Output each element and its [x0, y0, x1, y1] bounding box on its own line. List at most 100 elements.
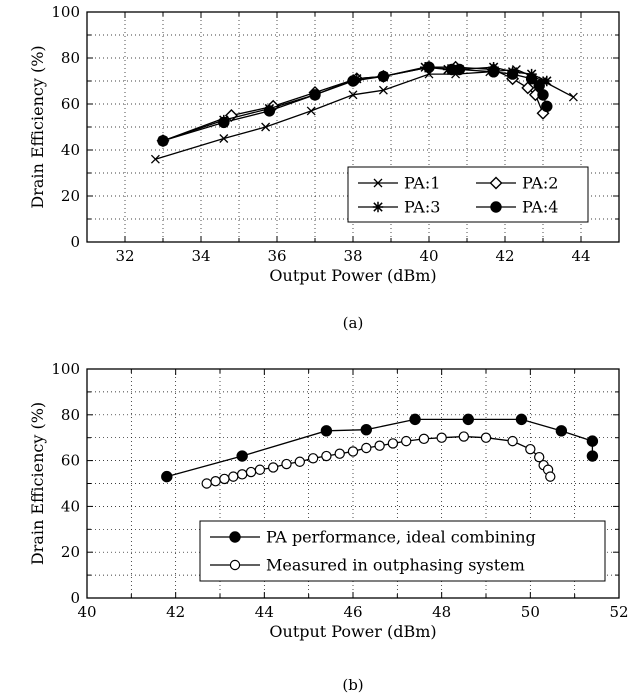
- data-point: [360, 423, 372, 436]
- data-point: [309, 89, 321, 101]
- data-point: [453, 63, 466, 76]
- chart-b: 40 42 44 46 48 50 52 0 20 40 60 80 100 Output Power (…: [28, 360, 629, 694]
- x-tick-label: 44: [255, 603, 274, 621]
- x-tick-label: 52: [609, 603, 628, 621]
- data-point: [236, 450, 248, 462]
- series-4: [157, 61, 553, 147]
- data-point: [348, 90, 358, 100]
- y-axis-label: Drain Efficiency (%): [28, 402, 47, 565]
- data-point: [236, 469, 248, 480]
- x-tick-label: 34: [191, 247, 210, 265]
- data-point: [361, 442, 372, 454]
- series-1: [161, 413, 599, 483]
- data-point: [541, 75, 552, 87]
- data-point: [423, 61, 435, 73]
- data-point: [219, 473, 230, 485]
- data-point: [387, 438, 399, 449]
- x-tick-label: 42: [495, 247, 514, 265]
- legend-box: [347, 166, 589, 223]
- data-point: [545, 471, 556, 482]
- x-tick-label: 46: [343, 603, 362, 621]
- data-point: [480, 432, 492, 443]
- series-1: [150, 65, 578, 164]
- data-point: [320, 425, 333, 437]
- data-point: [401, 435, 412, 447]
- series-2: [201, 431, 556, 489]
- axis-ticks: [86, 11, 620, 243]
- figure-caption: (b): [342, 676, 363, 694]
- series-line: [155, 68, 574, 160]
- y-tick-label: 60: [61, 452, 80, 470]
- legend-marker: [229, 559, 241, 571]
- y-tick-label: 80: [61, 406, 80, 424]
- data-point: [458, 431, 470, 442]
- y-tick-label: 60: [61, 95, 80, 113]
- data-point: [347, 75, 359, 87]
- plot-frame: [86, 368, 620, 599]
- legend-marker: [490, 201, 502, 213]
- data-point: [507, 435, 518, 447]
- y-tick-label: 0: [70, 589, 80, 607]
- x-tick-label: 32: [115, 247, 134, 265]
- data-point: [374, 440, 385, 451]
- data-point: [321, 450, 332, 462]
- legend-box: [199, 520, 606, 582]
- figure-caption: (a): [343, 314, 364, 332]
- x-tick-label: 42: [166, 603, 185, 621]
- y-tick-label: 100: [51, 3, 80, 21]
- data-point: [228, 471, 239, 482]
- data-point: [525, 73, 538, 85]
- data-point: [201, 478, 212, 489]
- data-point: [210, 476, 221, 487]
- data-point: [568, 92, 578, 102]
- data-point: [254, 464, 266, 475]
- legend-label: PA:2: [522, 174, 558, 193]
- y-tick-label: 20: [61, 543, 80, 561]
- x-tick-label: 40: [77, 603, 96, 621]
- y-tick-label: 0: [70, 233, 80, 251]
- data-point: [261, 122, 271, 132]
- x-tick-label: 40: [419, 247, 438, 265]
- legend-marker: [373, 178, 383, 188]
- data-point: [462, 413, 474, 426]
- chart-a: 32 34 36 38 40 42 44 0 20 40 60 80 100 Output Power (…: [28, 3, 620, 332]
- data-point: [219, 134, 229, 143]
- legend-label: PA:1: [404, 174, 440, 193]
- x-tick-label: 48: [432, 603, 451, 621]
- data-point: [586, 435, 599, 447]
- data-point: [534, 451, 545, 463]
- data-point: [586, 450, 599, 462]
- x-tick-label: 36: [267, 247, 286, 265]
- y-tick-label: 100: [51, 360, 80, 378]
- data-point: [307, 453, 319, 464]
- legend-marker: [489, 176, 503, 190]
- x-tick-label: 44: [571, 247, 590, 265]
- y-tick-label: 80: [61, 49, 80, 67]
- x-axis-label: Output Power (dBm): [269, 266, 436, 285]
- legend-label: PA performance, ideal combining: [266, 528, 536, 547]
- data-point: [245, 466, 257, 478]
- y-tick-label: 40: [61, 141, 80, 159]
- legend-label: PA:4: [522, 198, 558, 217]
- y-axis-label: Drain Efficiency (%): [28, 45, 47, 208]
- data-point: [409, 413, 421, 426]
- grid: [87, 12, 619, 242]
- data-point: [334, 448, 345, 459]
- legend-marker: [372, 201, 384, 213]
- plot-frame: [86, 11, 620, 243]
- legend: PA performance, ideal combining Measured …: [199, 520, 606, 582]
- data-point: [418, 433, 430, 445]
- y-tick-label: 20: [61, 187, 80, 205]
- data-point: [306, 106, 316, 116]
- data-point: [525, 443, 536, 455]
- legend-marker: [229, 531, 241, 543]
- data-point: [506, 68, 519, 80]
- x-axis-label: Output Power (dBm): [269, 622, 436, 641]
- legend-label: PA:3: [404, 198, 440, 217]
- data-point: [436, 432, 447, 443]
- data-point: [521, 81, 535, 95]
- data-point: [218, 116, 230, 129]
- data-point: [541, 100, 553, 113]
- data-point: [537, 89, 549, 101]
